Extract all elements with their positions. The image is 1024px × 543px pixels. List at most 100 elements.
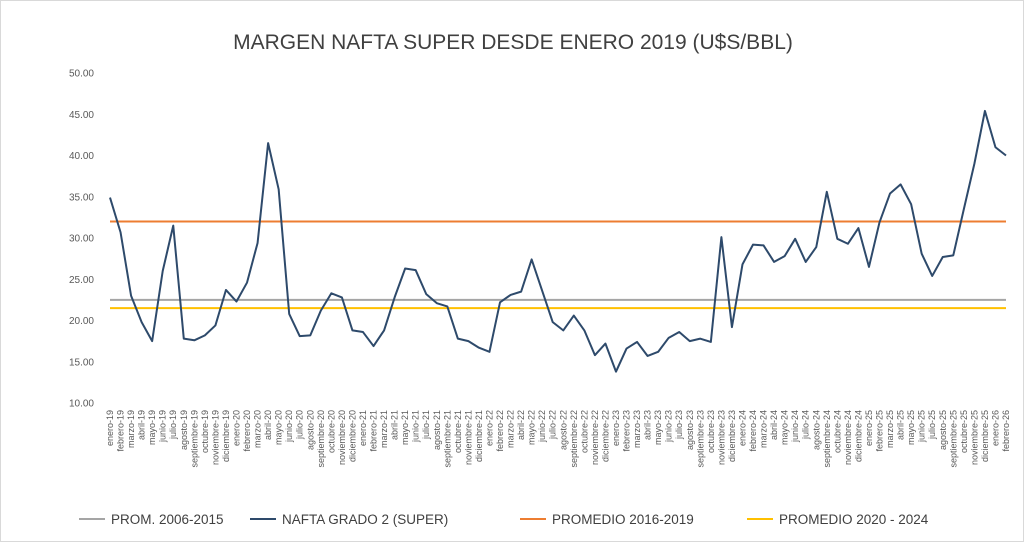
y-tick-label: 50.00: [69, 69, 94, 80]
y-tick-label: 45.00: [69, 110, 94, 121]
legend-label: PROM. 2006-2015: [111, 512, 224, 527]
x-tick-label: junio-19: [158, 410, 168, 443]
x-tick-label: septiembre-22: [569, 410, 579, 468]
x-tick-label: enero-26: [990, 410, 1000, 446]
x-tick-label: septiembre-23: [695, 410, 705, 468]
x-tick-label: febrero-23: [622, 410, 632, 452]
x-tick-label: junio-20: [284, 410, 294, 443]
series-line-1: [109, 109, 1007, 373]
x-tick-label: enero-19: [105, 410, 115, 446]
x-tick-label: febrero-19: [116, 410, 126, 452]
x-tick-label: marzo-21: [379, 410, 389, 448]
x-tick-label: marzo-22: [506, 410, 516, 448]
chart-title: MARGEN NAFTA SUPER DESDE ENERO 2019 (U$S…: [233, 31, 793, 54]
x-tick-label: julio-19: [168, 410, 178, 440]
x-tick-label: septiembre-20: [316, 410, 326, 468]
x-tick-label: diciembre-24: [853, 410, 863, 462]
x-tick-label: febrero-24: [748, 410, 758, 452]
x-tick-label: junio-21: [411, 410, 421, 443]
y-axis: 10.00 15.00 20.00 25.00 30.00 35.00 40.00 45.00…: [69, 69, 94, 410]
average-lines: [110, 220, 1006, 310]
y-tick-label: 10.00: [69, 399, 94, 410]
x-tick-label: abril-21: [390, 410, 400, 440]
nafta-series: [109, 109, 1007, 373]
x-tick-label: agosto-20: [305, 410, 315, 450]
x-tick-label: octubre-20: [326, 410, 336, 453]
x-tick-label: mayo-25: [906, 410, 916, 445]
x-tick-label: enero-24: [737, 410, 747, 446]
x-tick-label: septiembre-24: [822, 410, 832, 468]
x-tick-label: noviembre-25: [969, 410, 979, 465]
x-tick-label: julio-22: [548, 410, 558, 440]
x-tick-label: febrero-25: [875, 410, 885, 452]
x-axis: enero-19 febrero-19 marzo-19 abril-19 mayo-1…: [105, 410, 1011, 468]
legend-label: PROMEDIO 2016-2019: [552, 512, 694, 527]
x-tick-label: febrero-22: [495, 410, 505, 452]
x-tick-label: mayo-21: [400, 410, 410, 445]
x-tick-label: noviembre-24: [843, 410, 853, 465]
x-tick-label: marzo-25: [885, 410, 895, 448]
x-tick-label: julio-25: [927, 410, 937, 440]
x-tick-label: junio-22: [537, 410, 547, 443]
x-tick-label: abril-20: [263, 410, 273, 440]
x-tick-label: febrero-21: [369, 410, 379, 452]
x-tick-label: octubre-23: [706, 410, 716, 453]
x-tick-label: noviembre-19: [210, 410, 220, 465]
x-tick-label: septiembre-19: [189, 410, 199, 468]
x-tick-label: marzo-23: [632, 410, 642, 448]
x-tick-label: diciembre-20: [347, 410, 357, 462]
x-tick-label: agosto-23: [685, 410, 695, 450]
x-tick-label: diciembre-22: [600, 410, 610, 462]
x-tick-label: abril-23: [643, 410, 653, 440]
x-tick-label: noviembre-22: [590, 410, 600, 465]
x-tick-label: septiembre-25: [948, 410, 958, 468]
x-tick-label: mayo-24: [780, 410, 790, 445]
y-tick-label: 15.00: [69, 357, 94, 368]
legend: PROM. 2006-2015 NAFTA GRADO 2 (SUPER) PROM…: [79, 512, 929, 527]
x-tick-label: febrero-20: [242, 410, 252, 452]
x-tick-label: abril-22: [516, 410, 526, 440]
x-tick-label: julio-24: [801, 410, 811, 440]
x-tick-label: octubre-19: [200, 410, 210, 453]
x-tick-label: diciembre-25: [980, 410, 990, 462]
x-tick-label: marzo-24: [759, 410, 769, 448]
x-tick-label: septiembre-21: [442, 410, 452, 468]
x-tick-label: octubre-22: [579, 410, 589, 453]
y-tick-label: 20.00: [69, 316, 94, 327]
y-tick-label: 40.00: [69, 151, 94, 162]
x-tick-label: mayo-22: [527, 410, 537, 445]
x-tick-label: enero-25: [864, 410, 874, 446]
x-tick-label: marzo-20: [253, 410, 263, 448]
x-tick-label: junio-24: [790, 410, 800, 443]
x-tick-label: noviembre-23: [716, 410, 726, 465]
x-tick-label: diciembre-21: [474, 410, 484, 462]
x-tick-label: junio-25: [917, 410, 927, 443]
x-tick-label: octubre-24: [832, 410, 842, 453]
x-tick-label: febrero-26: [1001, 410, 1011, 452]
x-tick-label: agosto-19: [179, 410, 189, 450]
x-tick-label: mayo-19: [147, 410, 157, 445]
x-tick-label: junio-23: [664, 410, 674, 443]
x-tick-label: abril-24: [769, 410, 779, 440]
x-tick-label: marzo-19: [126, 410, 136, 448]
legend-label: PROMEDIO 2020 - 2024: [779, 512, 929, 527]
x-tick-label: enero-23: [611, 410, 621, 446]
y-tick-label: 30.00: [69, 234, 94, 245]
x-tick-label: julio-23: [674, 410, 684, 440]
x-tick-label: mayo-23: [653, 410, 663, 445]
x-tick-label: diciembre-23: [727, 410, 737, 462]
x-tick-label: agosto-24: [811, 410, 821, 450]
y-tick-label: 25.00: [69, 275, 94, 286]
legend-label: NAFTA GRADO 2 (SUPER): [282, 512, 448, 527]
x-tick-label: julio-21: [421, 410, 431, 440]
x-tick-label: octubre-25: [959, 410, 969, 453]
x-tick-label: diciembre-19: [221, 410, 231, 462]
x-tick-label: octubre-21: [453, 410, 463, 453]
x-tick-label: agosto-25: [938, 410, 948, 450]
y-tick-label: 35.00: [69, 192, 94, 203]
x-tick-label: agosto-22: [558, 410, 568, 450]
x-tick-label: agosto-21: [432, 410, 442, 450]
x-tick-label: noviembre-21: [463, 410, 473, 465]
x-tick-label: mayo-20: [274, 410, 284, 445]
